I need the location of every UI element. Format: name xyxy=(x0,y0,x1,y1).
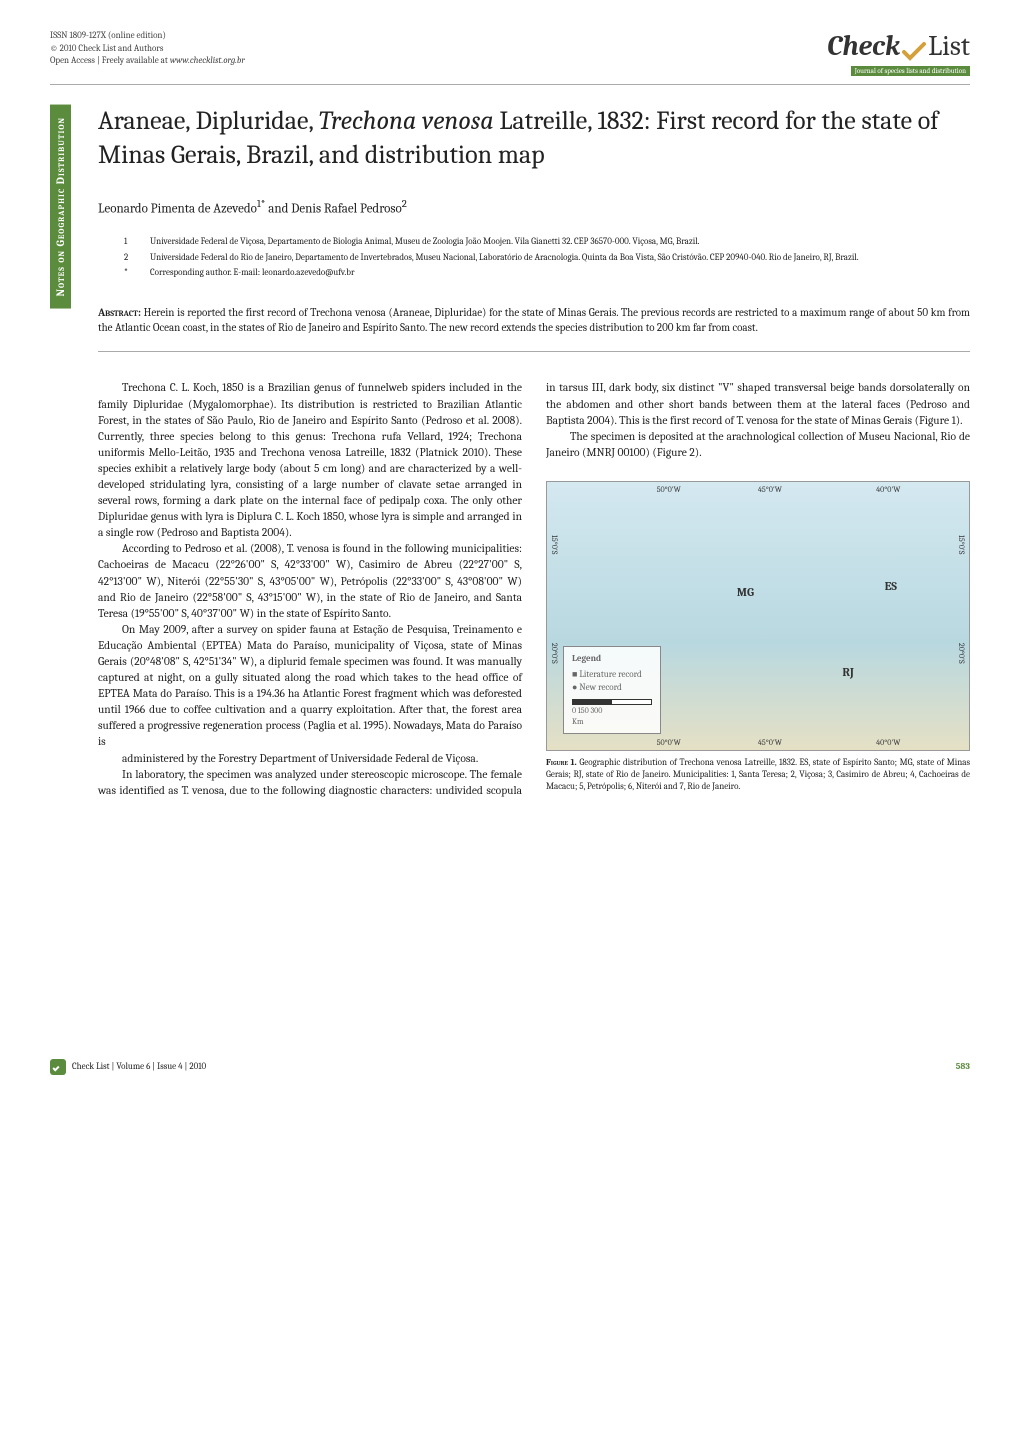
abstract-text: Herein is reported the first record of T… xyxy=(98,306,970,334)
affiliations-list: 1 Universidade Federal de Viçosa, Depart… xyxy=(138,236,970,281)
journal-url[interactable]: www.checklist.org.br xyxy=(170,56,245,66)
body-paragraph: On May 2009, after a survey on spider fa… xyxy=(98,622,522,751)
logo-list-word: List xyxy=(928,30,970,62)
body-columns: Trechona C. L. Koch, 1850 is a Brazilian… xyxy=(98,380,970,798)
figure-1: 50°0'W 45°0'W 40°0'W 50°0'W 45°0'W 40°0'… xyxy=(546,481,970,793)
scale-unit: Km xyxy=(572,716,652,727)
abstract-block: Abstract: Herein is reported the first r… xyxy=(98,305,970,336)
checkmark-icon xyxy=(900,42,928,62)
section-divider xyxy=(98,351,970,352)
authors-line: Leonardo Pimenta de Azevedo1* and Denis … xyxy=(98,197,970,216)
affiliation-item: * Corresponding author. E-mail: leonardo… xyxy=(138,267,970,281)
map-coord: 15°0'S xyxy=(549,535,560,554)
scale-bar: 0 150 300 Km xyxy=(572,699,652,727)
map-coord: 50°0'W xyxy=(657,484,681,495)
scale-values: 0 150 300 xyxy=(572,705,652,716)
logo-subtitle: Journal of species lists and distributio… xyxy=(851,66,970,76)
map-state-label: RJ xyxy=(842,664,854,681)
page-footer: Check List | Volume 6 | Issue 4 | 2010 5… xyxy=(50,1059,970,1075)
map-coord: 40°0'W xyxy=(876,737,900,748)
map-state-label: ES xyxy=(885,578,897,595)
map-coord: 20°0'S xyxy=(549,643,560,664)
section-label: Notes on Geographic Distribution xyxy=(50,105,71,309)
article-content: Araneae, Dipluridae, Trechona venosa Lat… xyxy=(98,105,970,799)
distribution-map: 50°0'W 45°0'W 40°0'W 50°0'W 45°0'W 40°0'… xyxy=(546,481,970,751)
legend-item: ■ Literature record xyxy=(572,669,652,682)
affiliation-item: 2 Universidade Federal do Rio de Janeiro… xyxy=(138,252,970,266)
map-coord: 45°0'W xyxy=(758,737,782,748)
map-coord: 20°0'S xyxy=(956,643,967,664)
map-coord: 40°0'W xyxy=(876,484,900,495)
main-content-wrap: Notes on Geographic Distribution Araneae… xyxy=(50,105,970,799)
map-state-label: MG xyxy=(737,584,754,601)
footer-left: Check List | Volume 6 | Issue 4 | 2010 xyxy=(50,1059,206,1075)
footer-issue-info: Check List | Volume 6 | Issue 4 | 2010 xyxy=(72,1062,206,1072)
page-header: ISSN 1809-127X (online edition) © 2010 C… xyxy=(50,30,970,85)
body-paragraph: According to Pedroso et al. (2008), T. v… xyxy=(98,541,522,621)
access-line: Open Access | Freely available at www.ch… xyxy=(50,55,245,68)
body-paragraph: administered by the Forestry Department … xyxy=(98,751,522,767)
section-sidebar: Notes on Geographic Distribution xyxy=(50,105,78,799)
copyright-line: © 2010 Check List and Authors xyxy=(50,43,245,56)
map-canvas: 50°0'W 45°0'W 40°0'W 50°0'W 45°0'W 40°0'… xyxy=(547,482,969,750)
logo-text: Check List xyxy=(827,30,970,62)
map-coord: 45°0'W xyxy=(758,484,782,495)
map-legend: Legend ■ Literature record ● New record … xyxy=(563,646,661,734)
page-number: 583 xyxy=(956,1062,970,1072)
journal-logo: Check List Journal of species lists and d… xyxy=(827,30,970,76)
publication-info: ISSN 1809-127X (online edition) © 2010 C… xyxy=(50,30,245,68)
abstract-label: Abstract: xyxy=(98,306,141,319)
legend-item: ● New record xyxy=(572,682,652,695)
issn-line: ISSN 1809-127X (online edition) xyxy=(50,30,245,43)
figure-1-caption: Figure 1. Geographic distribution of Tre… xyxy=(546,757,970,793)
legend-title: Legend xyxy=(572,653,652,666)
map-coord: 50°0'W xyxy=(657,737,681,748)
map-coord: 15°0'S xyxy=(956,535,967,554)
body-paragraph: The specimen is deposited at the arachno… xyxy=(546,429,970,461)
body-paragraph: Trechona C. L. Koch, 1850 is a Brazilian… xyxy=(98,380,522,541)
checkmark-icon xyxy=(50,1059,66,1075)
logo-check-word: Check xyxy=(827,30,900,62)
article-title: Araneae, Dipluridae, Trechona venosa Lat… xyxy=(98,105,970,173)
affiliation-item: 1 Universidade Federal de Viçosa, Depart… xyxy=(138,236,970,250)
